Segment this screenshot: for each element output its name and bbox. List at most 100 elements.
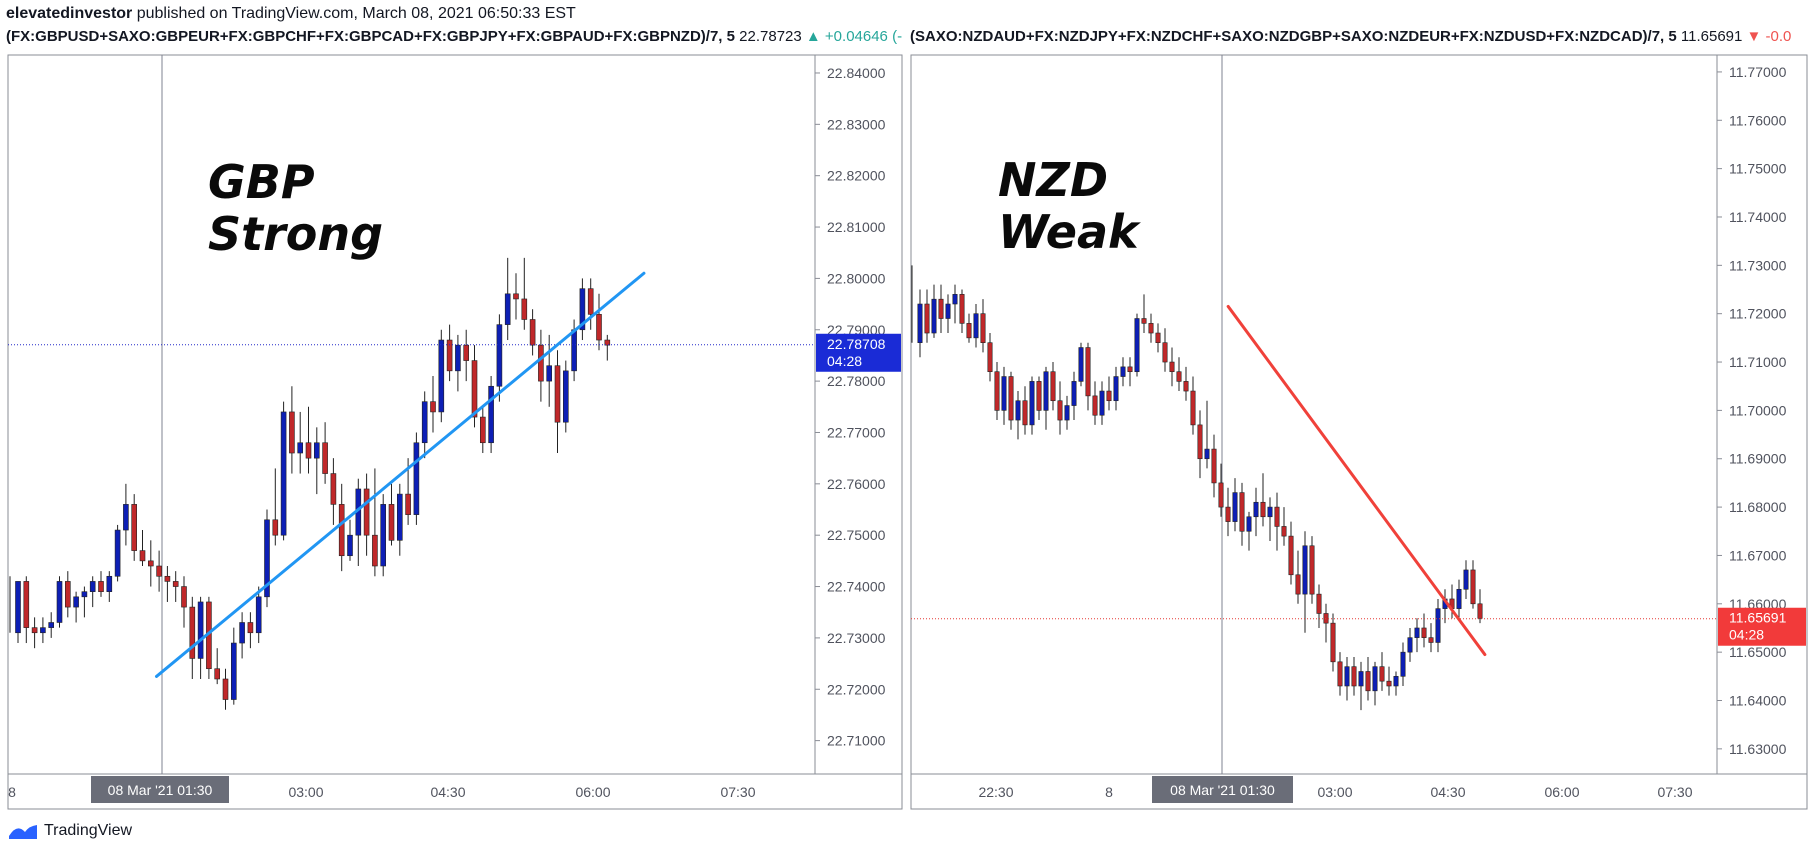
crosshair-date-badge <box>91 776 229 803</box>
bullish-candle <box>579 288 586 331</box>
bullish-candle <box>1099 390 1105 416</box>
bullish-candle <box>347 534 353 557</box>
annotation-text: Weak <box>998 205 1141 259</box>
bearish-candle <box>1239 492 1245 532</box>
y-tick-label: 11.73000 <box>1729 257 1787 273</box>
bearish-candle <box>430 401 436 413</box>
bullish-candle <box>1071 381 1077 406</box>
crosshair-date-label: 08 Mar '21 01:30 <box>1170 782 1275 798</box>
bearish-candle <box>23 581 30 628</box>
bearish-candle <box>1260 501 1266 518</box>
bearish-candle <box>338 504 345 557</box>
bullish-candle <box>1253 501 1259 518</box>
bearish-candle <box>1218 482 1224 508</box>
bearish-candle <box>1106 390 1112 402</box>
bullish-candle <box>973 313 979 339</box>
bearish-candle <box>980 313 986 343</box>
publish-line: elevatedinvestor published on TradingVie… <box>6 5 576 23</box>
price-change-gbp: ▲ +0.04646 (- <box>805 28 903 45</box>
bullish-candle <box>1372 666 1378 692</box>
bearish-candle <box>1316 593 1322 614</box>
crosshair-date-badge <box>1152 776 1293 803</box>
bearish-candle <box>1477 603 1483 619</box>
bearish-candle <box>538 344 544 382</box>
author-name[interactable]: elevatedinvestor <box>6 5 133 22</box>
bearish-candle <box>1050 371 1056 402</box>
bullish-candle <box>1358 671 1364 687</box>
last-price-label: 22.78708 <box>827 336 886 352</box>
x-tick-label: 06:00 <box>575 784 610 800</box>
bullish-candle <box>1120 366 1126 377</box>
bearish-candle <box>214 668 220 680</box>
y-tick-label: 11.71000 <box>1729 354 1787 370</box>
bearish-candle <box>1295 574 1301 595</box>
bar-countdown: 04:28 <box>827 353 862 369</box>
bullish-candle <box>1393 676 1399 687</box>
bearish-candle <box>1428 637 1434 643</box>
bearish-candle <box>164 575 171 582</box>
bullish-candle <box>421 401 428 444</box>
y-tick-label: 22.82000 <box>827 168 886 184</box>
bullish-candle <box>89 581 96 592</box>
bearish-candle <box>471 360 478 418</box>
bullish-candle <box>1456 588 1462 609</box>
bullish-candle <box>413 442 420 515</box>
x-tick-label: 07:30 <box>720 784 755 800</box>
bullish-candle <box>73 596 79 608</box>
bullish-candle <box>1267 506 1273 518</box>
y-tick-label: 22.76000 <box>827 476 886 492</box>
bearish-candle <box>959 294 965 324</box>
y-tick-label: 11.64000 <box>1729 693 1787 709</box>
y-tick-label: 11.76000 <box>1729 112 1787 128</box>
y-tick-label: 22.81000 <box>827 219 886 235</box>
bullish-candle <box>81 591 88 598</box>
x-tick-label: 8 <box>8 784 16 800</box>
bullish-candle <box>917 303 923 343</box>
bullish-candle <box>1113 376 1119 402</box>
bullish-candle <box>1232 492 1238 522</box>
y-tick-label: 22.75000 <box>827 527 886 543</box>
x-tick-label: 06:00 <box>1544 784 1579 800</box>
bearish-candle <box>1092 395 1098 416</box>
bearish-candle <box>98 581 104 592</box>
bearish-candle <box>1127 366 1133 373</box>
bearish-candle <box>587 288 594 315</box>
bearish-candle <box>1309 545 1315 595</box>
y-tick-label: 22.83000 <box>827 116 886 132</box>
bearish-candle <box>1057 400 1063 421</box>
chart-panel-0: 22.84000 22.83000 22.82000 22.81000 22.80000… <box>7 54 903 810</box>
y-tick-label: 22.80000 <box>827 270 886 286</box>
bearish-candle <box>446 339 453 372</box>
annotation-text: Strong <box>208 207 383 261</box>
bearish-candle <box>289 411 295 454</box>
bearish-candle <box>1337 661 1343 687</box>
bearish-candle <box>181 586 187 608</box>
bullish-candle <box>15 581 21 634</box>
bullish-candle <box>504 293 511 325</box>
bullish-candle <box>1400 651 1406 677</box>
y-tick-label: 22.73000 <box>827 630 886 646</box>
brand-name[interactable]: TradingView <box>44 822 133 839</box>
bearish-candle <box>479 416 486 444</box>
bearish-candle <box>1176 371 1182 382</box>
bearish-candle <box>1274 506 1280 527</box>
bearish-candle <box>131 504 137 551</box>
y-tick-label: 11.67000 <box>1729 547 1787 563</box>
bearish-candle <box>1155 332 1161 343</box>
bullish-candle <box>56 581 63 623</box>
x-tick-label: 22:30 <box>978 784 1013 800</box>
y-tick-label: 11.72000 <box>1729 306 1787 322</box>
x-tick-label: 03:00 <box>1317 784 1352 800</box>
x-tick-label: 04:30 <box>1430 784 1465 800</box>
y-tick-label: 22.77000 <box>827 424 886 440</box>
bullish-candle <box>931 298 937 334</box>
bearish-candle <box>31 627 38 634</box>
y-tick-label: 11.68000 <box>1729 499 1787 515</box>
bullish-candle <box>313 442 320 459</box>
last-price-gbp: 22.78723 <box>739 28 802 45</box>
bullish-candle <box>1078 347 1084 382</box>
bearish-candle <box>966 323 972 339</box>
bearish-candle <box>172 581 179 587</box>
bearish-candle <box>330 473 337 505</box>
